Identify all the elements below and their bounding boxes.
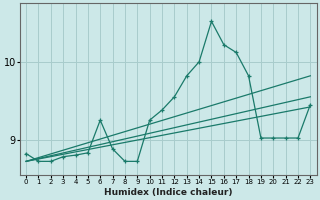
X-axis label: Humidex (Indice chaleur): Humidex (Indice chaleur) xyxy=(104,188,232,197)
